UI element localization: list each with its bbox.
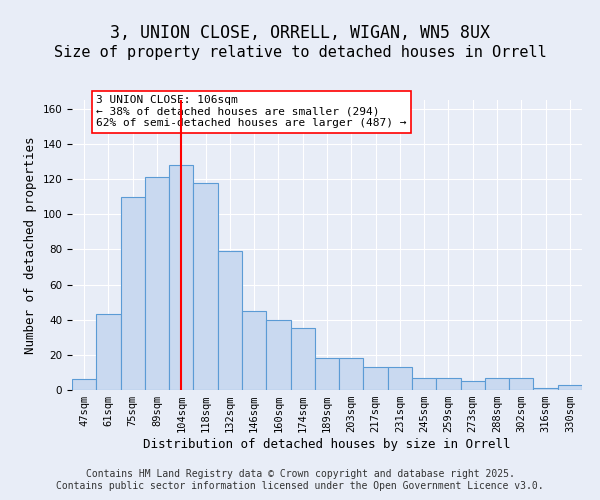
Bar [218,251,242,390]
Bar [145,178,169,390]
Bar [266,320,290,390]
Bar [412,378,436,390]
Bar [436,378,461,390]
Bar [242,311,266,390]
Bar [193,182,218,390]
Bar [461,381,485,390]
Bar [485,378,509,390]
Bar [509,378,533,390]
Bar [533,388,558,390]
X-axis label: Distribution of detached houses by size in Orrell: Distribution of detached houses by size … [143,438,511,451]
Text: 3 UNION CLOSE: 106sqm
← 38% of detached houses are smaller (294)
62% of semi-det: 3 UNION CLOSE: 106sqm ← 38% of detached … [96,95,407,128]
Bar [96,314,121,390]
Bar [121,196,145,390]
Y-axis label: Number of detached properties: Number of detached properties [24,136,37,354]
Bar [315,358,339,390]
Bar [72,380,96,390]
Text: 3, UNION CLOSE, ORRELL, WIGAN, WN5 8UX: 3, UNION CLOSE, ORRELL, WIGAN, WN5 8UX [110,24,490,42]
Bar [290,328,315,390]
Text: Size of property relative to detached houses in Orrell: Size of property relative to detached ho… [53,45,547,60]
Bar [169,165,193,390]
Bar [388,367,412,390]
Bar [558,384,582,390]
Bar [339,358,364,390]
Bar [364,367,388,390]
Text: Contains HM Land Registry data © Crown copyright and database right 2025.
Contai: Contains HM Land Registry data © Crown c… [56,469,544,491]
